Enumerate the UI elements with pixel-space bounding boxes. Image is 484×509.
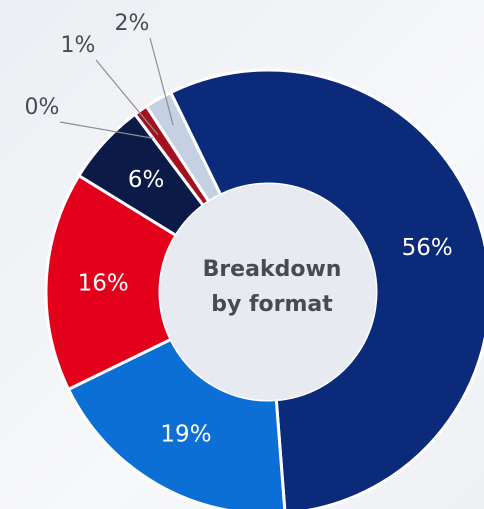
value-label: 16% [78, 270, 129, 296]
center-text: by format [211, 292, 333, 317]
value-label: 56% [402, 235, 453, 261]
center-hole [160, 184, 376, 400]
value-label: 6% [128, 167, 165, 193]
leader-line [95, 59, 159, 136]
value-label: 19% [160, 422, 211, 448]
value-label: 1% [61, 33, 96, 58]
value-label: 2% [115, 11, 150, 36]
leader-line [149, 37, 174, 126]
leader-line [59, 121, 154, 139]
value-label: 0% [25, 95, 60, 120]
center-text: Breakdown [203, 257, 342, 282]
slices [44, 68, 484, 509]
